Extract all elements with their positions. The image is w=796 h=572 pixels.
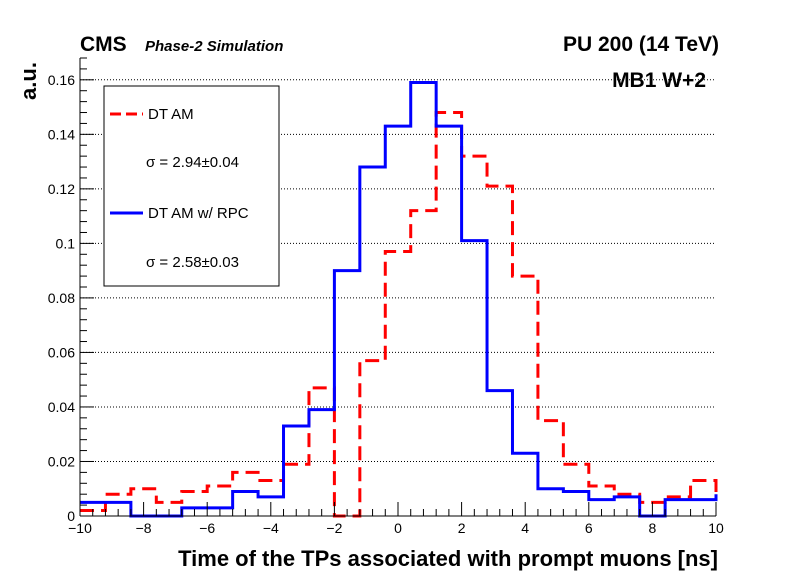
y-tick-label: 0.16 [48, 72, 75, 88]
x-tick-label: −4 [263, 520, 279, 536]
legend-sigma-dt-am: σ = 2.94±0.04 [146, 154, 239, 171]
x-tick-label: −10 [68, 520, 92, 536]
axis-ticks: −10 −8 −6 −4 −2 0 2 4 6 8 10 0 0.02 0.04 0.06 0.08 0.1 0.… [48, 57, 724, 536]
legend-box [103, 85, 280, 287]
x-tick-label: 8 [649, 520, 657, 536]
experiment-label: CMS [80, 33, 127, 56]
region-label: MB1 W+2 [612, 69, 706, 92]
x-tick-label: 6 [585, 520, 593, 536]
y-tick-label: 0.08 [48, 290, 75, 306]
x-tick-label: 4 [521, 520, 529, 536]
legend: DT AM σ = 2.94±0.04 DT AM w/ RPC σ = 2.5… [103, 85, 280, 287]
y-tick-label: 0.1 [56, 235, 76, 251]
conditions-label: PU 200 (14 TeV) [563, 33, 719, 56]
simulation-subtitle: Phase-2 Simulation [145, 38, 283, 55]
y-tick-label: 0.04 [48, 399, 75, 415]
y-tick-label: 0.06 [48, 344, 75, 360]
y-tick-label: 0 [67, 508, 75, 524]
x-tick-label: −2 [326, 520, 342, 536]
x-tick-label: 10 [708, 520, 724, 536]
x-tick-label: 2 [458, 520, 466, 536]
histogram-series [80, 81, 718, 518]
legend-sigma-dt-am-rpc: σ = 2.58±0.03 [146, 254, 239, 271]
legend-label-dt-am: DT AM [148, 106, 194, 123]
x-tick-label: 0 [394, 520, 402, 536]
x-axis-title: Time of the TPs associated with prompt m… [178, 546, 718, 571]
y-tick-label: 0.02 [48, 453, 75, 469]
x-tick-label: −8 [136, 520, 152, 536]
y-tick-label: 0.12 [48, 181, 75, 197]
series-line-1 [80, 81, 718, 518]
legend-label-dt-am-rpc: DT AM w/ RPC [148, 205, 249, 222]
series-line-0 [80, 111, 718, 518]
y-tick-label: 0.14 [48, 126, 75, 142]
y-axis-title: a.u. [16, 62, 41, 100]
x-tick-label: −6 [199, 520, 215, 536]
